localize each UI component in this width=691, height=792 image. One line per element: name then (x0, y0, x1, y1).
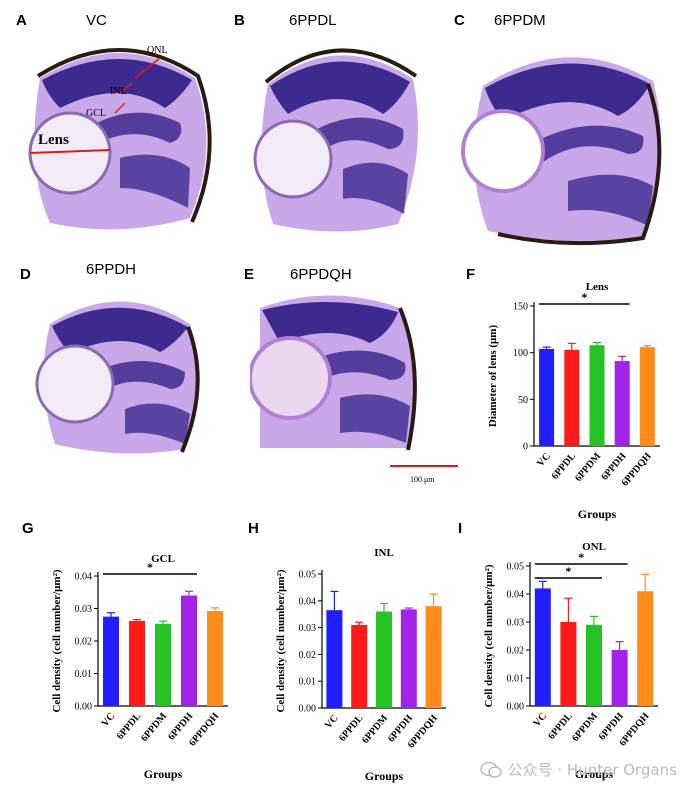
retina-image-6ppdm (461, 57, 662, 246)
bar-6ppdh (400, 609, 417, 708)
significance-star: * (581, 290, 587, 304)
y-tick-label: 0.01 (507, 674, 525, 685)
significance-star: * (147, 560, 153, 574)
x-tick-label: VC (100, 711, 118, 729)
annotation-inl: INL (110, 86, 127, 97)
significance-star: * (578, 550, 584, 564)
y-tick-label: 0 (523, 442, 528, 453)
significance-star: * (565, 564, 571, 578)
y-tick-label: 0.00 (507, 702, 525, 713)
chart-onl-density: ONL 0.00 0.01 0.02 0.03 0.04 0.05 Cell density … (483, 541, 658, 781)
x-tick-label: 6PPDM (360, 712, 391, 745)
x-tick-label: 6PPDM (573, 450, 604, 483)
bar-6ppdl (560, 622, 577, 706)
annotation-gcl: GCL (86, 108, 106, 119)
y-tick-label: 0.04 (507, 590, 525, 601)
y-tick-label: 50 (518, 395, 528, 406)
y-tick-label: 0.03 (299, 623, 317, 634)
bar-6ppdl (129, 620, 145, 706)
watermark-text: 公众号 · Hunter Organs (507, 761, 677, 779)
wechat-icon (479, 761, 502, 778)
panel-label-vc: VC (86, 12, 107, 29)
bar-vc (534, 588, 551, 706)
panel-letter-d: D (20, 266, 31, 283)
panel-letter-e: E (244, 266, 255, 283)
y-tick-label: 0.02 (299, 650, 317, 661)
scale-bar-label: 100 μm (410, 475, 435, 484)
panel-letter-g: G (22, 520, 34, 537)
retina-image-vc: ONL INL GCL Lens (28, 45, 212, 230)
panel-label-6ppdqh: 6PPDQH (290, 266, 352, 283)
bar-6ppdm (589, 345, 605, 446)
y-tick-label: 0.02 (507, 646, 525, 657)
chart-title: Lens (586, 281, 609, 293)
x-axis-label: Groups (578, 507, 617, 521)
bar-6ppdqh (207, 611, 223, 706)
bar-6ppdl (564, 349, 580, 446)
y-tick-label: 0.04 (299, 596, 317, 607)
x-axis-label: Groups (365, 769, 404, 783)
y-tick-label: 0.03 (507, 618, 525, 629)
y-tick-label: 0.00 (299, 704, 317, 715)
bar-6ppdh (611, 650, 628, 706)
chart-lens-diameter: Lens 0 50 100 150 Diameter of lens (μm) VC 6PPD… (487, 281, 660, 521)
x-tick-label: 6PPDM (570, 710, 601, 743)
chart-inl-density: INL 0.00 0.01 0.02 0.03 0.04 0.05 Cell density … (275, 547, 446, 783)
y-axis-label: Diameter of lens (μm) (487, 325, 499, 428)
bar-6ppdm (376, 611, 392, 708)
y-tick-label: 0.04 (75, 572, 93, 583)
bar-6ppdqh (425, 606, 442, 708)
bar-6ppdh (614, 361, 630, 446)
y-tick-label: 0.00 (75, 702, 93, 713)
bar-6ppdqh (639, 347, 655, 446)
y-axis-label: Cell density (cell number/μm²) (275, 569, 287, 712)
y-tick-label: 0.01 (75, 669, 93, 680)
y-tick-label: 0.05 (507, 562, 525, 573)
annotation-lens: Lens (38, 132, 69, 148)
bar-vc (326, 610, 343, 708)
panel-label-6pph: 6PPDH (86, 261, 137, 278)
retina-image-6pph (35, 301, 200, 454)
bar-6ppdm (155, 623, 171, 706)
chart-gcl-density: GCL 0.00 0.01 0.02 0.03 0.04 Cell density (cel… (51, 553, 228, 781)
panel-letter-i: I (458, 520, 463, 537)
y-tick-label: 150 (513, 302, 528, 313)
x-tick-label: VC (531, 711, 549, 729)
bar-vc (103, 616, 119, 706)
lens-diameter-line (29, 149, 111, 154)
y-tick-label: 0.02 (75, 637, 93, 648)
retina-image-6ppdl (253, 48, 418, 232)
x-axis-label: Groups (144, 767, 183, 781)
y-tick-label: 0.03 (75, 604, 93, 615)
annotation-onl: ONL (147, 45, 168, 56)
panel-letter-c: C (454, 12, 465, 29)
bar-vc (539, 348, 555, 446)
x-tick-label: VC (535, 451, 553, 469)
panel-label-6ppdm: 6PPDM (494, 12, 546, 29)
bar-6ppdqh (637, 591, 654, 706)
panel-letter-h: H (248, 520, 259, 537)
bar-6ppdl (351, 624, 368, 708)
y-tick-label: 0.05 (299, 570, 317, 581)
panel-letter-b: B (234, 12, 245, 29)
y-tick-label: 0.01 (299, 677, 317, 688)
bar-6ppdm (586, 624, 602, 706)
chart-title: ONL (582, 541, 606, 553)
x-tick-label: VC (323, 713, 341, 731)
panel-letter-f: F (466, 266, 476, 283)
chart-title: GCL (151, 553, 175, 565)
retina-image-6ppdqh: 100 μm (250, 295, 458, 484)
watermark: 公众号 · Hunter Organs (479, 759, 677, 780)
y-axis-label: Cell density (cell number/μm²) (483, 564, 495, 707)
x-axis-label: Groups (575, 767, 614, 781)
bar-6ppdh (181, 595, 197, 706)
panel-label-6ppdl: 6PPDL (289, 12, 337, 29)
y-axis-label: Cell density (cell number/μm²) (51, 569, 63, 712)
chart-title: INL (374, 547, 394, 559)
y-tick-label: 100 (513, 348, 528, 359)
x-tick-label: 6PPDM (139, 710, 170, 743)
panel-letter-a: A (16, 12, 27, 29)
